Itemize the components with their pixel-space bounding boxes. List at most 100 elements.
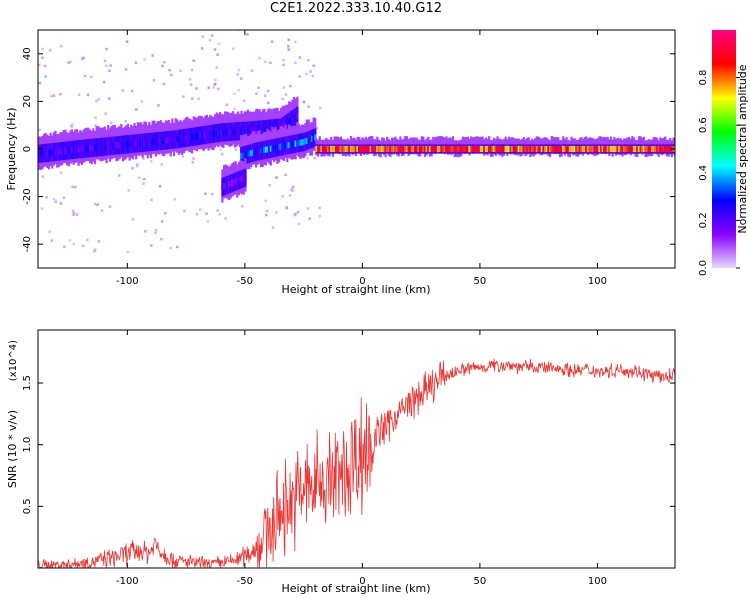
- spectrogram-cell: [655, 145, 659, 153]
- spectrogram-cell: [394, 145, 397, 153]
- spectrogram-cell: [369, 145, 372, 153]
- spectrogram-cell: [649, 145, 652, 153]
- spectrogram-cell: [59, 171, 63, 174]
- spectrogram-cell: [206, 220, 210, 223]
- spectrogram-cell: [504, 145, 507, 153]
- spectrogram-cell: [199, 132, 202, 139]
- spectrogram-cell: [519, 145, 522, 153]
- spectrogram-cell: [627, 145, 631, 153]
- spectrogram-cell: [144, 230, 147, 233]
- spectrogram-cell: [253, 149, 256, 156]
- spectrogram-cell: [479, 145, 483, 153]
- spectrogram-cell: [74, 146, 77, 153]
- spectrogram-cell: [494, 145, 497, 153]
- spectrogram-cell: [44, 75, 47, 78]
- spectrogram-cell: [456, 145, 460, 153]
- spectrogram-cell: [199, 208, 202, 211]
- spectrogram-cell: [230, 128, 233, 135]
- spectrogram-cell: [70, 146, 74, 154]
- spectrogram-cell: [121, 89, 125, 92]
- spectrogram-cell: [613, 145, 616, 153]
- spectrogram-cell: [488, 136, 491, 153]
- spectrogram-cell: [239, 176, 242, 183]
- spectrogram-cell: [291, 116, 294, 123]
- spectrogram-cell: [81, 244, 85, 248]
- spectrogram-cell: [473, 145, 476, 153]
- spectrogram-cell: [466, 145, 469, 153]
- spectrogram-cell: [246, 33, 249, 36]
- spectrogram-cell: [195, 133, 199, 140]
- spectrogram-cell: [558, 145, 562, 153]
- spectrogram-y-tick-label: -20: [22, 188, 33, 204]
- spectrogram-cell: [562, 145, 565, 153]
- spectrogram-cell: [263, 94, 267, 98]
- spectrogram-cell: [176, 245, 179, 249]
- spectrogram-cell: [261, 126, 264, 133]
- spectrogram-cell: [461, 145, 465, 153]
- spectrogram-cell: [611, 145, 614, 153]
- spectrogram-cell: [115, 142, 118, 149]
- spectrogram-cell: [376, 145, 379, 153]
- spectrogram-cell: [539, 145, 542, 153]
- spectrogram-cell: [65, 147, 69, 154]
- spectrogram-cell: [529, 145, 532, 153]
- spectrogram-cell: [235, 128, 238, 135]
- spectrogram-cell: [542, 145, 545, 153]
- spectrogram-cell: [567, 145, 570, 153]
- spectrogram-cell: [287, 141, 291, 149]
- spectrogram-cell: [216, 53, 219, 56]
- spectrogram-cell: [150, 244, 153, 247]
- spectrogram-cell: [192, 133, 195, 140]
- spectrogram-cell: [294, 40, 297, 44]
- spectrogram-cell: [38, 150, 41, 157]
- spectrogram-cell: [90, 75, 93, 79]
- spectrogram-cell: [409, 145, 412, 153]
- spectrogram-y-tick-label: -40: [22, 236, 33, 252]
- spectrogram-cell: [267, 101, 270, 105]
- spectrogram-cell: [41, 175, 44, 178]
- spectrogram-cell: [386, 145, 389, 153]
- spectrogram-cell: [222, 129, 225, 136]
- spectrogram-cell: [289, 141, 292, 148]
- spectrogram-cell: [110, 142, 113, 150]
- snr-y-exponent: (x10^4): [8, 340, 19, 381]
- spectrogram-cell: [266, 89, 270, 93]
- spectrogram-cell: [162, 82, 166, 86]
- spectrogram-cell: [264, 199, 267, 203]
- spectrogram-cell: [204, 131, 207, 139]
- spectrogram-cell: [646, 145, 649, 153]
- spectrogram-cell: [414, 145, 417, 153]
- spectrogram-cell: [149, 159, 153, 163]
- spectrogram-cell: [232, 179, 236, 186]
- spectrogram-cell: [59, 148, 62, 155]
- spectrogram-cell: [348, 145, 351, 153]
- spectrogram-cell: [553, 145, 557, 153]
- spectrogram-cell: [179, 69, 182, 73]
- spectrogram-cell: [667, 145, 670, 153]
- spectrogram-cell: [152, 79, 156, 82]
- spectrogram-cell: [412, 145, 415, 153]
- spectrogram-cell: [507, 145, 511, 153]
- spectrogram-cell: [217, 129, 220, 137]
- spectrogram-cell: [216, 209, 219, 212]
- spectrogram-cell: [104, 112, 107, 115]
- spectrogram-cell: [423, 145, 427, 153]
- spectrogram-cell: [188, 78, 192, 81]
- spectrogram-cell: [654, 145, 657, 153]
- spectrogram-cell: [318, 214, 322, 218]
- spectrogram-cell: [286, 142, 289, 149]
- spectrogram-cell: [189, 134, 192, 141]
- spectrogram-cell: [428, 145, 432, 153]
- spectrogram-cell: [56, 148, 59, 155]
- spectrogram-cell: [120, 141, 123, 149]
- spectrogram-cell: [226, 181, 229, 189]
- spectrogram-cell: [417, 145, 420, 153]
- spectrogram-cell: [302, 138, 305, 146]
- spectrogram-cell: [38, 81, 41, 85]
- spectrogram-cell: [54, 200, 58, 203]
- spectrogram-cell: [581, 145, 585, 153]
- spectrogram-cell: [246, 151, 249, 158]
- spectrogram-cell: [484, 145, 488, 153]
- spectrogram-cell: [103, 143, 107, 150]
